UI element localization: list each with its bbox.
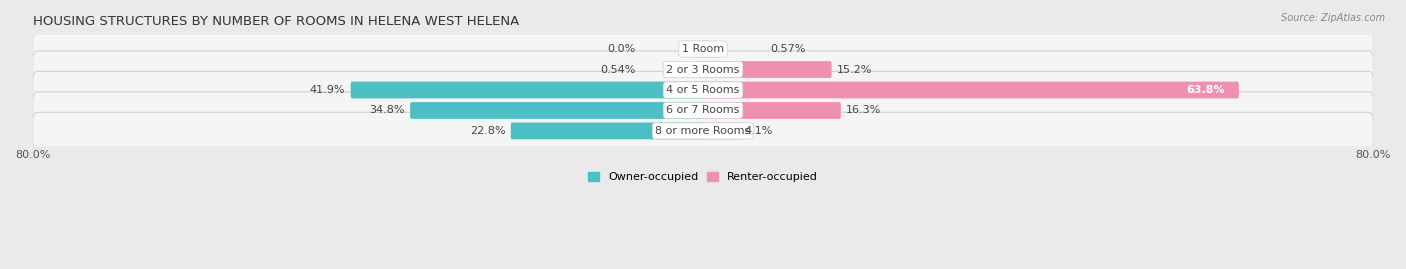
Text: 0.57%: 0.57% (770, 44, 806, 54)
Text: 1 Room: 1 Room (682, 44, 724, 54)
Text: 34.8%: 34.8% (370, 105, 405, 115)
Text: 8 or more Rooms: 8 or more Rooms (655, 126, 751, 136)
Text: 63.8%: 63.8% (1187, 85, 1225, 95)
Text: 4 or 5 Rooms: 4 or 5 Rooms (666, 85, 740, 95)
Text: 2 or 3 Rooms: 2 or 3 Rooms (666, 65, 740, 75)
FancyBboxPatch shape (32, 112, 1374, 150)
FancyBboxPatch shape (32, 92, 1374, 129)
FancyBboxPatch shape (702, 102, 841, 119)
Text: 6 or 7 Rooms: 6 or 7 Rooms (666, 105, 740, 115)
FancyBboxPatch shape (510, 123, 704, 139)
FancyBboxPatch shape (697, 61, 704, 78)
Text: 0.0%: 0.0% (607, 44, 636, 54)
FancyBboxPatch shape (411, 102, 704, 119)
FancyBboxPatch shape (702, 82, 1239, 98)
Text: 0.54%: 0.54% (600, 65, 636, 75)
FancyBboxPatch shape (32, 30, 1374, 68)
Text: 15.2%: 15.2% (837, 65, 873, 75)
Text: 41.9%: 41.9% (309, 85, 346, 95)
Text: Source: ZipAtlas.com: Source: ZipAtlas.com (1281, 13, 1385, 23)
Legend: Owner-occupied, Renter-occupied: Owner-occupied, Renter-occupied (583, 167, 823, 187)
FancyBboxPatch shape (702, 61, 831, 78)
FancyBboxPatch shape (702, 41, 709, 58)
Text: 16.3%: 16.3% (846, 105, 882, 115)
Text: HOUSING STRUCTURES BY NUMBER OF ROOMS IN HELENA WEST HELENA: HOUSING STRUCTURES BY NUMBER OF ROOMS IN… (32, 15, 519, 28)
FancyBboxPatch shape (702, 123, 738, 139)
Text: 4.1%: 4.1% (744, 126, 772, 136)
Text: 22.8%: 22.8% (470, 126, 505, 136)
FancyBboxPatch shape (32, 51, 1374, 88)
FancyBboxPatch shape (32, 71, 1374, 109)
FancyBboxPatch shape (350, 82, 704, 98)
